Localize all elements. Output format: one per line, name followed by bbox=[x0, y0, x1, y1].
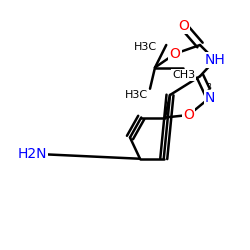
Text: CH3: CH3 bbox=[172, 70, 195, 80]
Text: H2N: H2N bbox=[18, 147, 47, 161]
Text: O: O bbox=[178, 19, 189, 33]
Text: O: O bbox=[170, 47, 180, 61]
Text: 3: 3 bbox=[206, 82, 211, 92]
Text: H3C: H3C bbox=[125, 90, 148, 100]
Text: NH: NH bbox=[204, 53, 226, 67]
Text: O: O bbox=[183, 108, 194, 122]
Text: N: N bbox=[205, 90, 215, 104]
Text: H3C: H3C bbox=[134, 42, 156, 52]
